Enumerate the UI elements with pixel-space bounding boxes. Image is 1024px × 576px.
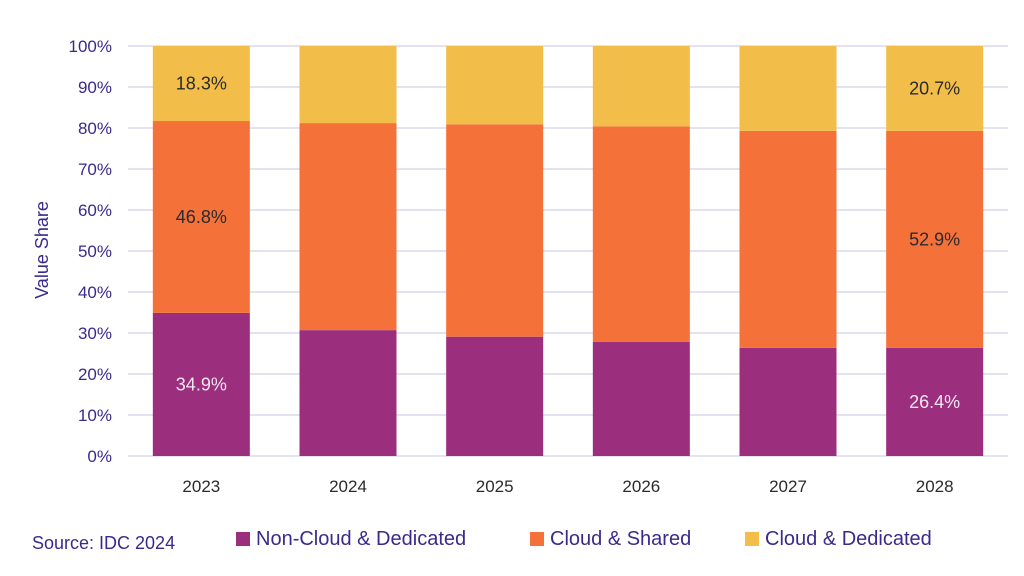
x-tick-label: 2023 [182,477,220,496]
legend: Source: IDC 2024 Non-Cloud & Dedicated C… [0,522,1024,556]
legend-label: Cloud & Dedicated [765,527,932,550]
bar-segment [152,121,250,313]
y-axis-ticks: 0% 10% 20% 30% 40% 50% 60% 70% 80% 90% 100% [69,37,112,466]
x-tick-label: 2026 [622,477,660,496]
bar-segment [886,46,984,131]
bar-segment [152,46,250,122]
y-tick-label: 60% [78,201,112,220]
y-tick-label: 10% [78,406,112,425]
bar-segment [592,126,690,343]
x-tick-label: 2025 [476,477,514,496]
bar-segment [299,46,397,124]
x-tick-label: 2027 [769,477,807,496]
bars [152,46,984,456]
bar-segment [446,46,544,125]
bar-segment [739,46,837,131]
data-label: 46.8% [176,207,227,227]
data-label: 26.4% [909,392,960,412]
x-tick-label: 2024 [329,477,367,496]
bar-segment [299,330,397,456]
y-tick-label: 30% [78,324,112,343]
y-tick-label: 70% [78,160,112,179]
data-label: 18.3% [176,74,227,94]
bar-segment [592,46,690,127]
legend-item-cloud-dedicated: Cloud & Dedicated [745,527,932,551]
data-label: 52.9% [909,229,960,249]
bar-segment [886,130,984,348]
y-tick-label: 100% [69,37,112,56]
y-tick-label: 50% [78,242,112,261]
y-tick-label: 0% [87,447,112,466]
bar-segment [446,336,544,456]
legend-label: Non-Cloud & Dedicated [256,527,467,550]
legend-swatch [236,532,250,546]
y-tick-label: 40% [78,283,112,302]
x-tick-label: 2028 [916,477,954,496]
y-tick-label: 20% [78,365,112,384]
data-label: 34.9% [176,374,227,394]
legend-swatch [745,532,759,546]
legend-item-non-cloud-dedicated: Non-Cloud & Dedicated [236,527,466,551]
data-labels: 34.9% 46.8% 18.3% 26.4% 52.9% 20.7% [176,74,960,412]
legend-item-cloud-shared: Cloud & Shared [530,527,691,551]
bar-segment [446,124,544,337]
bar-segment [152,312,250,456]
bar-segment [299,123,397,331]
source-note: Source: IDC 2024 [32,533,176,553]
gridlines [128,45,1008,457]
stacked-bar-chart: 0%10%20%30%40%50%60%70%80%90%100% 2023 20… [32,37,1008,496]
x-axis-ticks: 2023 2024 2025 2026 2027 2028 [182,477,953,496]
bar-segment [739,130,837,348]
y-axis-title: Value Share [32,201,52,299]
y-tick-label: 90% [78,78,112,97]
y-tick-label: 80% [78,119,112,138]
bar-segment [592,342,690,456]
bar-segment [886,347,984,456]
legend-label: Cloud & Shared [550,527,692,550]
data-label: 20.7% [909,78,960,98]
bar-segment [739,347,837,456]
legend-swatch [530,532,544,546]
